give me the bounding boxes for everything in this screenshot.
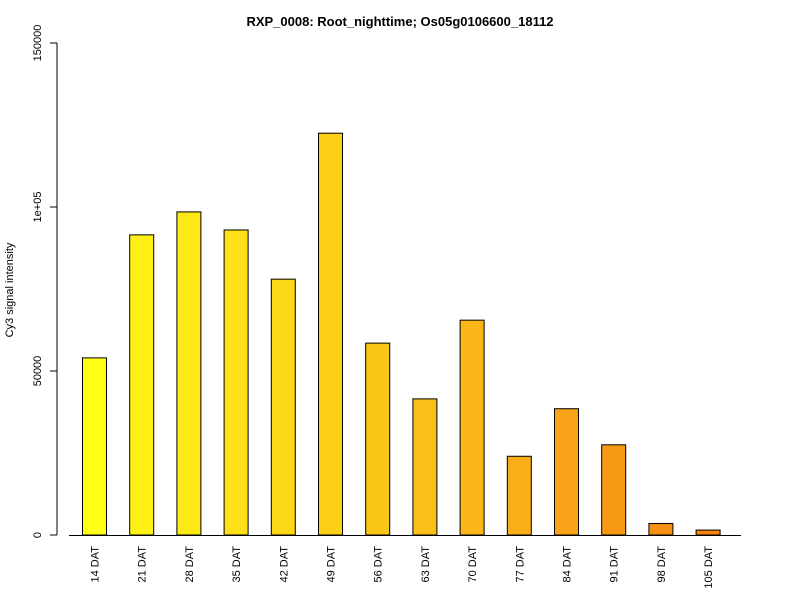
bar [129,234,155,536]
x-tick-label: 42 DAT [278,546,290,583]
y-tick-label: 50000 [32,356,44,387]
bar [318,132,343,536]
x-tick-label: 35 DAT [231,546,243,583]
x-tick-label: 91 DAT [609,546,621,583]
chart-title: RXP_0008: Root_nighttime; Os05g0106600_1… [246,14,553,29]
bar [223,229,249,536]
x-tick-label: 98 DAT [656,546,668,583]
x-tick-label: 84 DAT [562,546,574,583]
bar [648,523,674,536]
y-tick-label: 0 [32,532,44,538]
x-tick-label: 70 DAT [467,546,479,583]
bar [506,455,532,536]
bar [554,408,579,536]
x-tick-label: 105 DAT [703,546,715,589]
bar [695,529,721,536]
x-tick-label: 21 DAT [137,546,149,583]
bar-series [82,132,721,536]
bar [412,398,438,536]
bar [176,211,202,536]
y-tick-label: 150000 [32,25,44,62]
bar [270,278,296,536]
y-tick-label: 1e+05 [32,192,44,223]
x-tick-label: 14 DAT [90,546,102,583]
y-axis-label: Cy3 signal intensity [4,242,16,337]
x-tick-label: 56 DAT [373,546,385,583]
bar [601,444,627,536]
x-tick-label: 49 DAT [326,546,338,583]
bar [82,357,107,536]
x-tick-label: 28 DAT [184,546,196,583]
y-axis-ticks: 0 50000 1e+05 150000 [32,25,57,538]
x-axis-tick-labels: 14 DAT 21 DAT 28 DAT 35 DAT 42 DAT 49 DAT 56 D… [90,546,716,589]
bar [459,319,485,536]
x-tick-label: 63 DAT [420,546,432,583]
bar [365,342,391,536]
x-tick-label: 77 DAT [514,546,526,583]
